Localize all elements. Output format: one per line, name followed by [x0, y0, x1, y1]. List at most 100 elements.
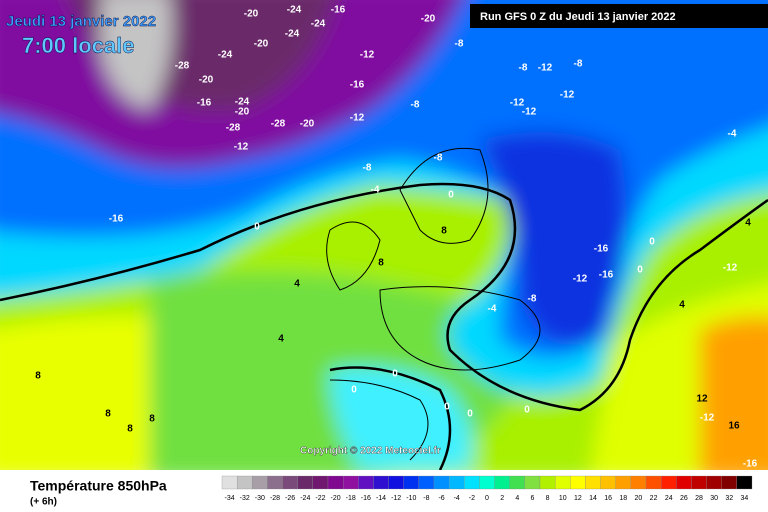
isotherm-label: 4 [294, 279, 300, 290]
scale-swatch [479, 475, 495, 490]
scale-swatch [312, 475, 329, 490]
zero-isotherm [329, 366, 452, 471]
isotherm-label: -8 [411, 100, 420, 111]
isotherm-label: -8 [455, 39, 464, 50]
scale-label: 28 [695, 495, 703, 502]
isotherm-label: 4 [278, 334, 284, 345]
isotherm-label: -8 [528, 294, 537, 305]
scale-swatch [358, 475, 374, 490]
isotherm-label: 0 [254, 222, 260, 233]
isotherm-label: 8 [127, 424, 133, 435]
isotherm-label: -20 [199, 75, 214, 86]
date: Jeudi 13 janvier 2022 [6, 13, 156, 30]
run-box [470, 4, 768, 28]
isotherm-label: -24 [285, 29, 300, 40]
isotherm-label: -24 [218, 50, 233, 61]
isotherm-label: -24 [287, 5, 302, 16]
temperature-field [0, 0, 768, 480]
copyright: Copyright © 2022 Meteociel.fr [300, 446, 441, 457]
isotherm-label: -16 [109, 214, 124, 225]
scale-swatch [403, 475, 420, 490]
isotherm-label: 0 [524, 405, 530, 416]
scale-label: -24 [300, 495, 310, 502]
scale-label: 4 [515, 495, 519, 502]
scale-label: 26 [680, 495, 688, 502]
isotherm-label: -24 [311, 19, 326, 30]
scale-swatch [706, 475, 722, 490]
isotherm-label: -24 [235, 97, 250, 108]
scale-label: -20 [331, 495, 341, 502]
scale-swatch [373, 475, 389, 490]
isotherm-label: 8 [105, 409, 111, 420]
isotherm-label: -16 [197, 98, 212, 109]
scale-swatch [554, 475, 571, 490]
isotherm-label: -20 [244, 9, 259, 20]
scale-label: 18 [619, 495, 627, 502]
scale-swatch [327, 475, 344, 490]
isotherm-label: 8 [35, 371, 41, 382]
scale-swatch [509, 475, 526, 490]
scale-swatch [418, 475, 435, 490]
scale-label: 20 [635, 495, 643, 502]
scale-swatch [494, 475, 510, 490]
isotherm-label: 0 [351, 385, 357, 396]
scale-swatch [570, 475, 586, 490]
run-info: Run GFS 0 Z du Jeudi 13 janvier 2022 [480, 11, 676, 23]
isotherm-label: -12 [723, 263, 738, 274]
isotherm-label: -16 [743, 459, 758, 470]
isotherm-label: 8 [149, 414, 155, 425]
scale-label: 34 [741, 495, 749, 502]
isotherm-label: 8 [378, 258, 384, 269]
isotherm-label: -28 [175, 61, 190, 72]
isotherm-label: -16 [599, 270, 614, 281]
isotherm-label: -12 [350, 113, 365, 124]
isotherm-label: -12 [560, 90, 575, 101]
isotherm-label: -16 [331, 5, 346, 16]
scale-label: -30 [255, 495, 265, 502]
isotherm-label: 0 [448, 190, 454, 201]
scale-label: -10 [406, 495, 416, 502]
scale-swatch [691, 475, 707, 490]
isotherm-label: 8 [441, 226, 447, 237]
isotherm-label: -16 [594, 244, 609, 255]
coastlines [326, 147, 541, 461]
isotherm-label: -8 [574, 59, 583, 70]
isotherm-label: -20 [254, 39, 269, 50]
scale-label: -34 [225, 495, 235, 502]
local-time: 7:00 locale [22, 33, 135, 58]
scale-swatch [539, 475, 556, 490]
scale-swatch [448, 475, 465, 490]
isotherm-label: -12 [510, 98, 525, 109]
scale-swatch [464, 475, 480, 490]
isotherm-label: -28 [226, 123, 241, 134]
isotherm-label: 0 [649, 237, 655, 248]
isotherm-label: 0 [637, 265, 643, 276]
scale-label: -32 [240, 495, 250, 502]
scale-swatch [630, 475, 647, 490]
isotherm-label: -16 [350, 80, 365, 91]
scale-label: -2 [469, 495, 475, 502]
lead-time: (+ 6h) [30, 497, 57, 508]
scale-label: 12 [574, 495, 582, 502]
isotherm-label: -12 [522, 107, 537, 118]
scale-label: 30 [710, 495, 718, 502]
scale-label: 6 [530, 495, 534, 502]
isotherm-label: -28 [271, 119, 286, 130]
scale-label: -16 [361, 495, 371, 502]
isotherm-label: 0 [392, 369, 398, 380]
scale-swatch [645, 475, 662, 490]
isotherm-label: -4 [488, 304, 497, 315]
isotherm-label: -20 [421, 14, 436, 25]
scale-swatch [282, 475, 298, 490]
isotherm-label: 16 [728, 421, 740, 432]
scale-label: 24 [665, 495, 673, 502]
isotherm-label: 4 [679, 300, 685, 311]
isotherm-label: -12 [573, 274, 588, 285]
isotherm-label: -4 [371, 185, 380, 196]
scale-swatch [600, 475, 616, 490]
scale-label: 14 [589, 495, 597, 502]
isotherm-label: -20 [235, 107, 250, 118]
scale-swatch [736, 475, 753, 490]
isotherm-label: -20 [300, 119, 315, 130]
scale-swatch [297, 475, 314, 490]
